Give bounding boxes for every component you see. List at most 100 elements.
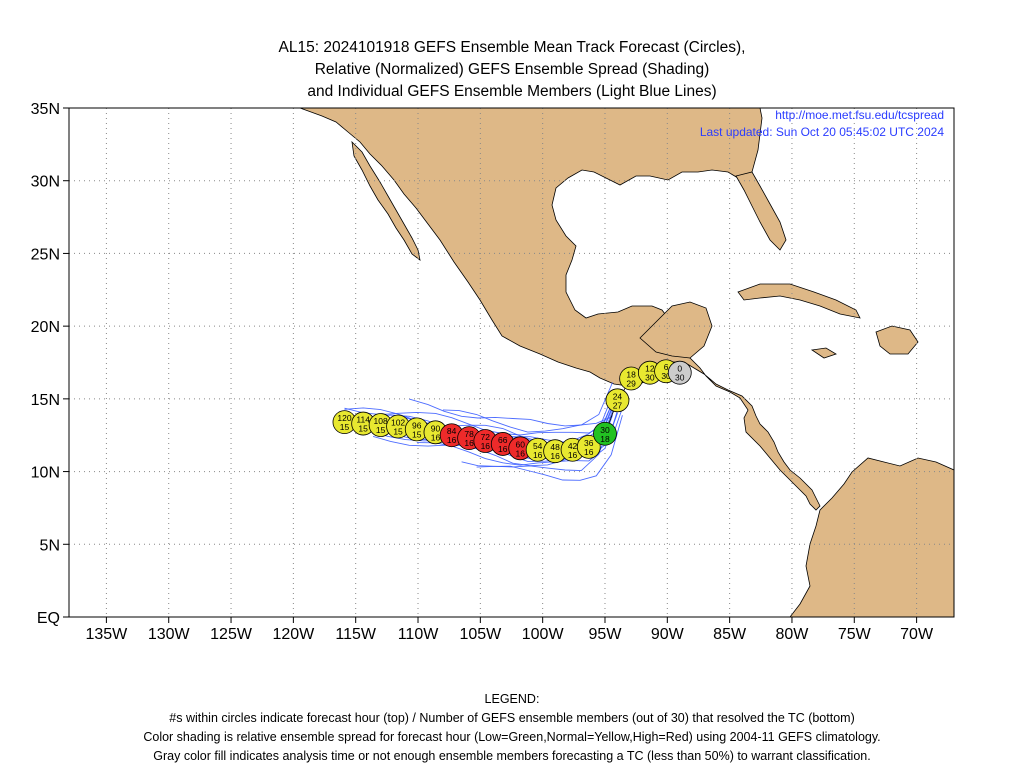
lon-tick-label: 95W	[589, 626, 623, 643]
lat-labels: 35N 30N 25N 20N 15N 10N 5N EQ	[31, 101, 69, 627]
lat-tick-label: 15N	[31, 392, 60, 409]
mean-track: 1201511415108151021596159016841678167216…	[332, 359, 692, 464]
forecast-hour: 84	[447, 426, 457, 436]
member-count: 16	[481, 441, 491, 451]
member-count: 16	[533, 450, 543, 460]
member-count: 27	[613, 400, 623, 410]
forecast-hour: 60	[515, 439, 525, 449]
lat-tick-label: EQ	[37, 610, 60, 627]
forecast-hour: 78	[464, 429, 474, 439]
member-count: 16	[464, 438, 474, 448]
forecast-hour: 54	[533, 441, 543, 451]
forecast-circle-fill	[667, 360, 692, 385]
member-count: 15	[412, 429, 422, 439]
forecast-hour: 114	[356, 415, 370, 425]
lat-tick-label: 20N	[31, 319, 60, 336]
lon-tick-label: 120W	[272, 626, 315, 643]
member-track-line	[442, 388, 623, 433]
lat-tick-label: 10N	[31, 465, 60, 482]
forecast-hour: 66	[498, 435, 508, 445]
forecast-hour: 12	[645, 364, 655, 374]
forecast-hour: 120	[337, 413, 351, 423]
lon-tick-label: 80W	[776, 626, 810, 643]
land-layer	[299, 108, 954, 617]
member-count: 16	[431, 432, 441, 442]
lat-tick-label: 35N	[31, 101, 60, 118]
member-count: 15	[393, 426, 403, 436]
forecast-circle: 030	[667, 360, 692, 385]
land-cuba	[737, 283, 861, 319]
legend-line-1: #s within circles indicate forecast hour…	[169, 711, 855, 725]
forecast-hour: 42	[568, 441, 578, 451]
forecast-hour: 30	[600, 425, 610, 435]
lon-labels: 135W 130W 125W 120W 115W 110W 105W 100W 95W 90W 85…	[85, 617, 934, 643]
legend-heading: LEGEND:	[484, 692, 540, 706]
lon-tick-label: 75W	[838, 626, 872, 643]
forecast-hour: 96	[412, 420, 422, 430]
lat-tick-label: 25N	[31, 246, 60, 263]
lat-tick-label: 5N	[40, 537, 60, 554]
forecast-hour: 36	[584, 438, 594, 448]
lon-tick-label: 90W	[651, 626, 685, 643]
land-south-america	[789, 457, 954, 617]
land-florida	[735, 171, 787, 251]
map-frame	[68, 107, 955, 618]
forecast-circle-fill	[593, 421, 617, 446]
legend-line-3: Gray color fill indicates analysis time …	[153, 749, 871, 763]
member-count: 16	[568, 450, 578, 460]
member-count: 16	[550, 451, 560, 461]
member-track-line	[344, 389, 618, 445]
lat-tick-label: 30N	[31, 174, 60, 191]
forecast-hour: 48	[550, 442, 560, 452]
member-track-line	[461, 415, 613, 472]
member-count: 29	[626, 378, 636, 388]
land-jamaica	[810, 347, 837, 359]
lon-tick-label: 135W	[85, 626, 128, 643]
forecast-hour: 108	[374, 416, 388, 426]
forecast-hour: 72	[481, 432, 491, 442]
land-hispaniola	[875, 325, 919, 355]
member-count: 16	[515, 448, 525, 458]
credit-updated: Last updated: Sun Oct 20 05:45:02 UTC 20…	[700, 125, 944, 139]
forecast-hour: 90	[431, 423, 441, 433]
lon-tick-label: 110W	[398, 626, 440, 643]
forecast-circle-fill	[576, 434, 601, 459]
member-count: 16	[498, 444, 508, 454]
forecast-hour: 18	[626, 369, 636, 379]
member-count: 30	[675, 373, 685, 383]
member-count: 30	[661, 371, 671, 381]
land-yucatan	[639, 301, 713, 359]
member-track-line	[476, 415, 623, 481]
legend-line-2: Color shading is relative ensemble sprea…	[143, 730, 881, 744]
member-count: 30	[645, 373, 655, 383]
member-count: 15	[340, 422, 350, 432]
lon-tick-label: 85W	[713, 626, 747, 643]
member-count: 15	[358, 424, 368, 434]
title-line-3: and Individual GEFS Ensemble Members (Li…	[307, 83, 717, 100]
land-north-america	[299, 108, 821, 511]
forecast-hour: 102	[391, 417, 405, 427]
forecast-hour: 6	[664, 362, 669, 372]
lon-tick-label: 70W	[900, 626, 934, 643]
forecast-hour: 0	[677, 364, 682, 374]
lon-tick-label: 105W	[459, 626, 502, 643]
lon-tick-label: 115W	[335, 626, 377, 643]
credit-url: http://moe.met.fsu.edu/tcspread	[775, 108, 944, 122]
title-line-2: Relative (Normalized) GEFS Ensemble Spre…	[314, 61, 710, 78]
forecast-hour: 24	[613, 391, 623, 401]
lon-tick-label: 130W	[148, 626, 191, 643]
member-track-line	[409, 382, 613, 427]
member-count: 16	[447, 435, 457, 445]
land-baja	[351, 140, 421, 261]
lon-tick-label: 125W	[210, 626, 253, 643]
